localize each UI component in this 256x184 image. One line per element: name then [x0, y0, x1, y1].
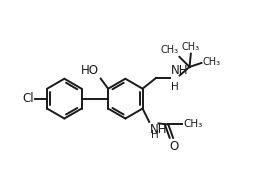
Text: NH: NH [150, 123, 168, 136]
Text: HO: HO [81, 64, 99, 77]
Text: CH₃: CH₃ [182, 42, 200, 52]
Text: NH: NH [171, 64, 188, 77]
Text: O: O [169, 140, 178, 153]
Text: CH₃: CH₃ [160, 45, 178, 55]
Text: Cl: Cl [23, 92, 34, 105]
Text: H: H [171, 82, 179, 92]
Text: H: H [151, 130, 158, 140]
Text: CH₃: CH₃ [183, 119, 202, 129]
Text: CH₃: CH₃ [203, 57, 221, 67]
